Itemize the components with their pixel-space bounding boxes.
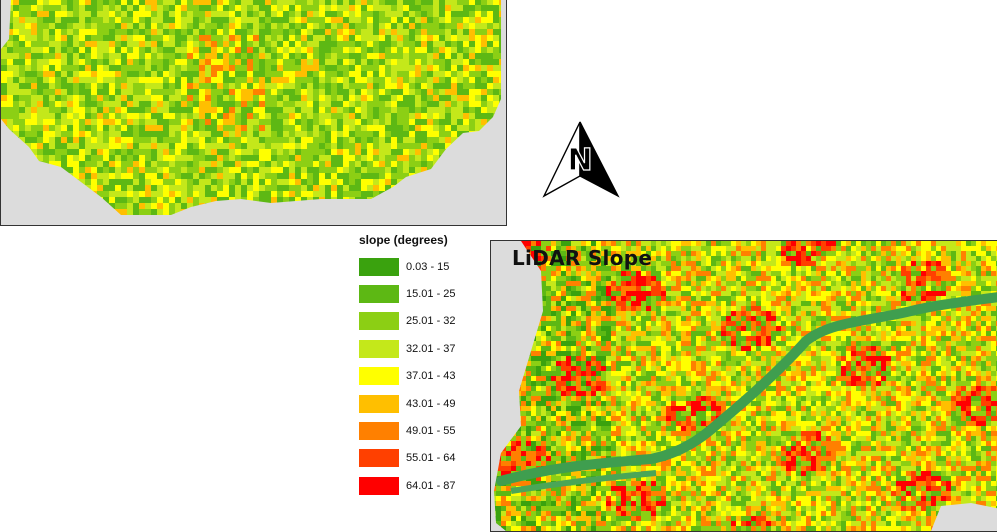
legend-item: 25.01 - 32 — [356, 308, 486, 335]
legend: slope (degrees) 0.03 - 15 15.01 - 25 25.01… — [356, 233, 486, 500]
legend-label: 25.01 - 32 — [406, 315, 456, 328]
legend-swatch — [359, 257, 399, 276]
legend-item: 64.01 - 87 — [356, 472, 486, 499]
legend-swatch — [359, 312, 399, 331]
legend-label: 55.01 - 64 — [406, 452, 456, 465]
legend-title: slope (degrees) — [359, 233, 448, 247]
legend-swatch — [359, 422, 399, 441]
legend-swatch — [359, 339, 399, 358]
map-title: LiDAR Slope — [512, 246, 653, 270]
legend-swatch — [359, 285, 399, 304]
lidar-slope-raster — [494, 241, 997, 531]
legend-swatch — [359, 476, 399, 495]
legend-label: 49.01 - 55 — [406, 425, 456, 438]
river — [496, 291, 997, 494]
legend-label: 0.03 - 15 — [406, 260, 450, 273]
legend-label: 64.01 - 87 — [406, 479, 456, 492]
legend-item: 49.01 - 55 — [356, 417, 486, 444]
top-slope-raster — [1, 0, 501, 215]
legend-item: 32.01 - 37 — [356, 335, 486, 362]
legend-label: 37.01 - 43 — [406, 370, 456, 383]
legend-item: 0.03 - 15 — [356, 253, 486, 280]
top-slope-map — [0, 0, 507, 226]
legend-swatch — [359, 394, 399, 413]
legend-items: 0.03 - 15 15.01 - 25 25.01 - 32 32.01 - 37 3… — [356, 253, 486, 500]
legend-label: 32.01 - 37 — [406, 342, 456, 355]
north-arrow-icon: N — [542, 121, 620, 198]
legend-label: 43.01 - 49 — [406, 397, 456, 410]
legend-item: 43.01 - 49 — [356, 390, 486, 417]
lidar-slope-map: LiDAR Slope — [490, 240, 997, 532]
north-arrow-label: N — [567, 143, 592, 178]
legend-item: 55.01 - 64 — [356, 445, 486, 472]
legend-label: 15.01 - 25 — [406, 288, 456, 301]
legend-swatch — [359, 367, 399, 386]
legend-swatch — [359, 449, 399, 468]
legend-item: 37.01 - 43 — [356, 363, 486, 390]
legend-item: 15.01 - 25 — [356, 280, 486, 307]
